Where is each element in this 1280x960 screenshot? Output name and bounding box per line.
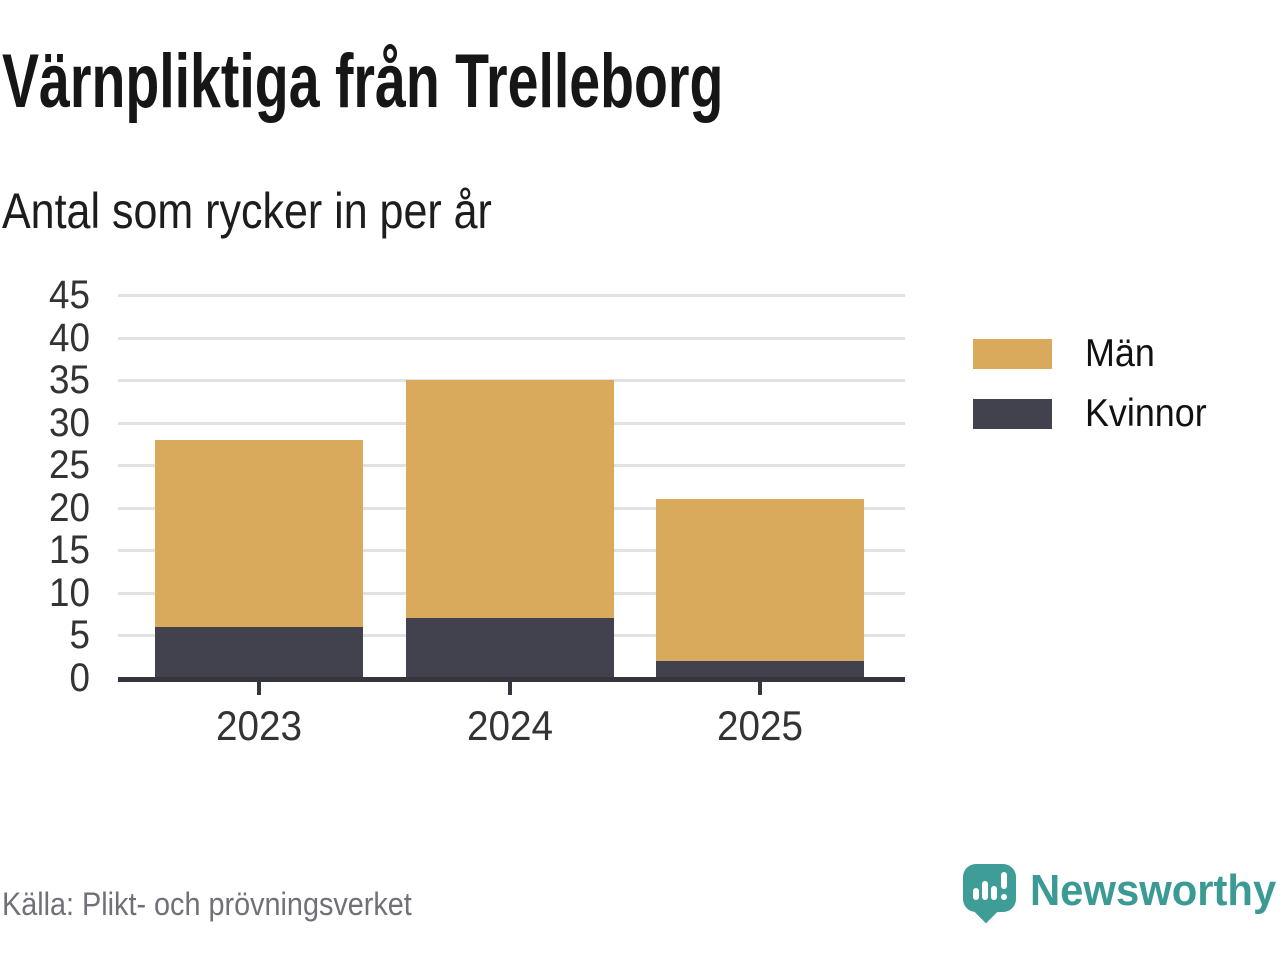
x-tick-2024 [508, 682, 512, 695]
y-tick-label-5: 5 [69, 613, 90, 657]
gridline-40 [118, 337, 905, 340]
bar-2024-kvinnor [406, 618, 614, 678]
legend-swatch-women [973, 399, 1052, 429]
legend-swatch-men [973, 339, 1052, 369]
y-tick-label-0: 0 [69, 656, 90, 700]
x-tick-2025 [758, 682, 762, 695]
chart-title: Värnpliktiga från Trelleborg [2, 39, 724, 124]
x-tick-label-2025: 2025 [717, 702, 803, 749]
legend-label-men: Män [1085, 332, 1155, 375]
bar-2025-män [656, 499, 864, 661]
y-tick-label-45: 45 [49, 273, 90, 317]
logo-exclamation-dot-icon [1001, 894, 1007, 900]
plot-area [118, 294, 905, 678]
y-tick-label-35: 35 [49, 358, 90, 402]
gridline-45 [118, 294, 905, 297]
x-tick-label-2024: 2024 [467, 702, 553, 749]
bar-2025-kvinnor [656, 661, 864, 678]
y-tick-label-15: 15 [49, 528, 90, 572]
logo-bar-icon [991, 886, 997, 900]
logo-exclamation-icon [1001, 872, 1007, 889]
legend-item-men: Män [973, 332, 1217, 376]
y-tick-label-25: 25 [49, 443, 90, 487]
y-tick-label-10: 10 [49, 571, 90, 615]
legend-label-women: Kvinnor [1085, 392, 1207, 435]
source-attribution: Källa: Plikt- och prövningsverket [2, 886, 412, 922]
brand-wordmark: Newsworthy [1030, 866, 1277, 915]
x-tick-label-2023: 2023 [216, 702, 302, 749]
speech-bubble [963, 864, 1016, 912]
y-tick-label-30: 30 [49, 401, 90, 445]
bar-2024-män [406, 380, 614, 618]
bar-2023-män [155, 440, 363, 627]
newsworthy-logo: Newsworthy [963, 862, 1278, 932]
y-tick-label-20: 20 [49, 486, 90, 530]
chart-subtitle: Antal som rycker in per år [2, 183, 492, 239]
bar-2023-kvinnor [155, 627, 363, 678]
y-tick-label-40: 40 [49, 316, 90, 360]
x-tick-2023 [257, 682, 261, 695]
logo-bar-icon [973, 888, 979, 900]
legend-item-women: Kvinnor [973, 392, 1217, 436]
logo-bar-icon [982, 881, 988, 900]
x-axis-line [118, 677, 905, 682]
legend: Män Kvinnor [973, 332, 1217, 452]
newsworthy-logo-icon [963, 864, 1016, 924]
